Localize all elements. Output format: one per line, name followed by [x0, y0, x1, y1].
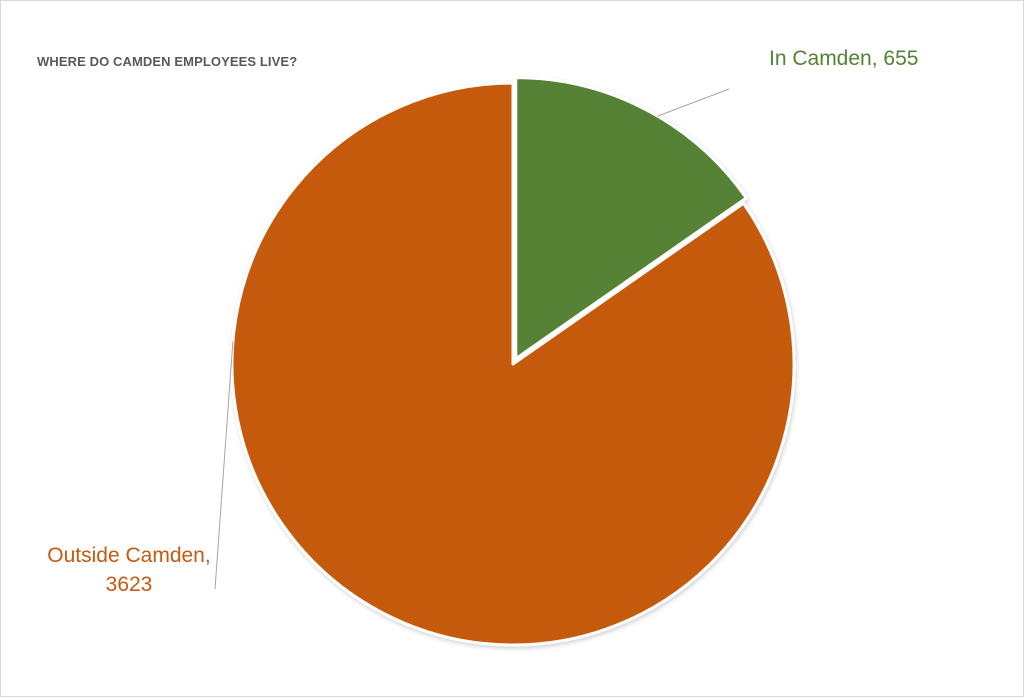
data-label-in-camden-text: In Camden, 655	[769, 47, 919, 70]
leader-line-in-camden	[657, 88, 730, 117]
leader-line-outside-camden	[214, 341, 234, 590]
leader-lines	[214, 88, 730, 590]
pie-slice-in-camden	[514, 76, 748, 361]
data-label-outside-camden-line2: 3623	[105, 573, 153, 596]
data-label-outside-camden-line1: Outside Camden,	[47, 544, 211, 567]
pie-slices	[230, 76, 796, 647]
data-label-outside-camden: Outside Camden, 3623	[37, 541, 221, 599]
pie-slice-outside-camden	[230, 81, 796, 647]
chart-title: WHERE DO CAMDEN EMPLOYEES LIVE?	[37, 54, 298, 69]
data-label-in-camden: In Camden, 655	[769, 44, 918, 73]
